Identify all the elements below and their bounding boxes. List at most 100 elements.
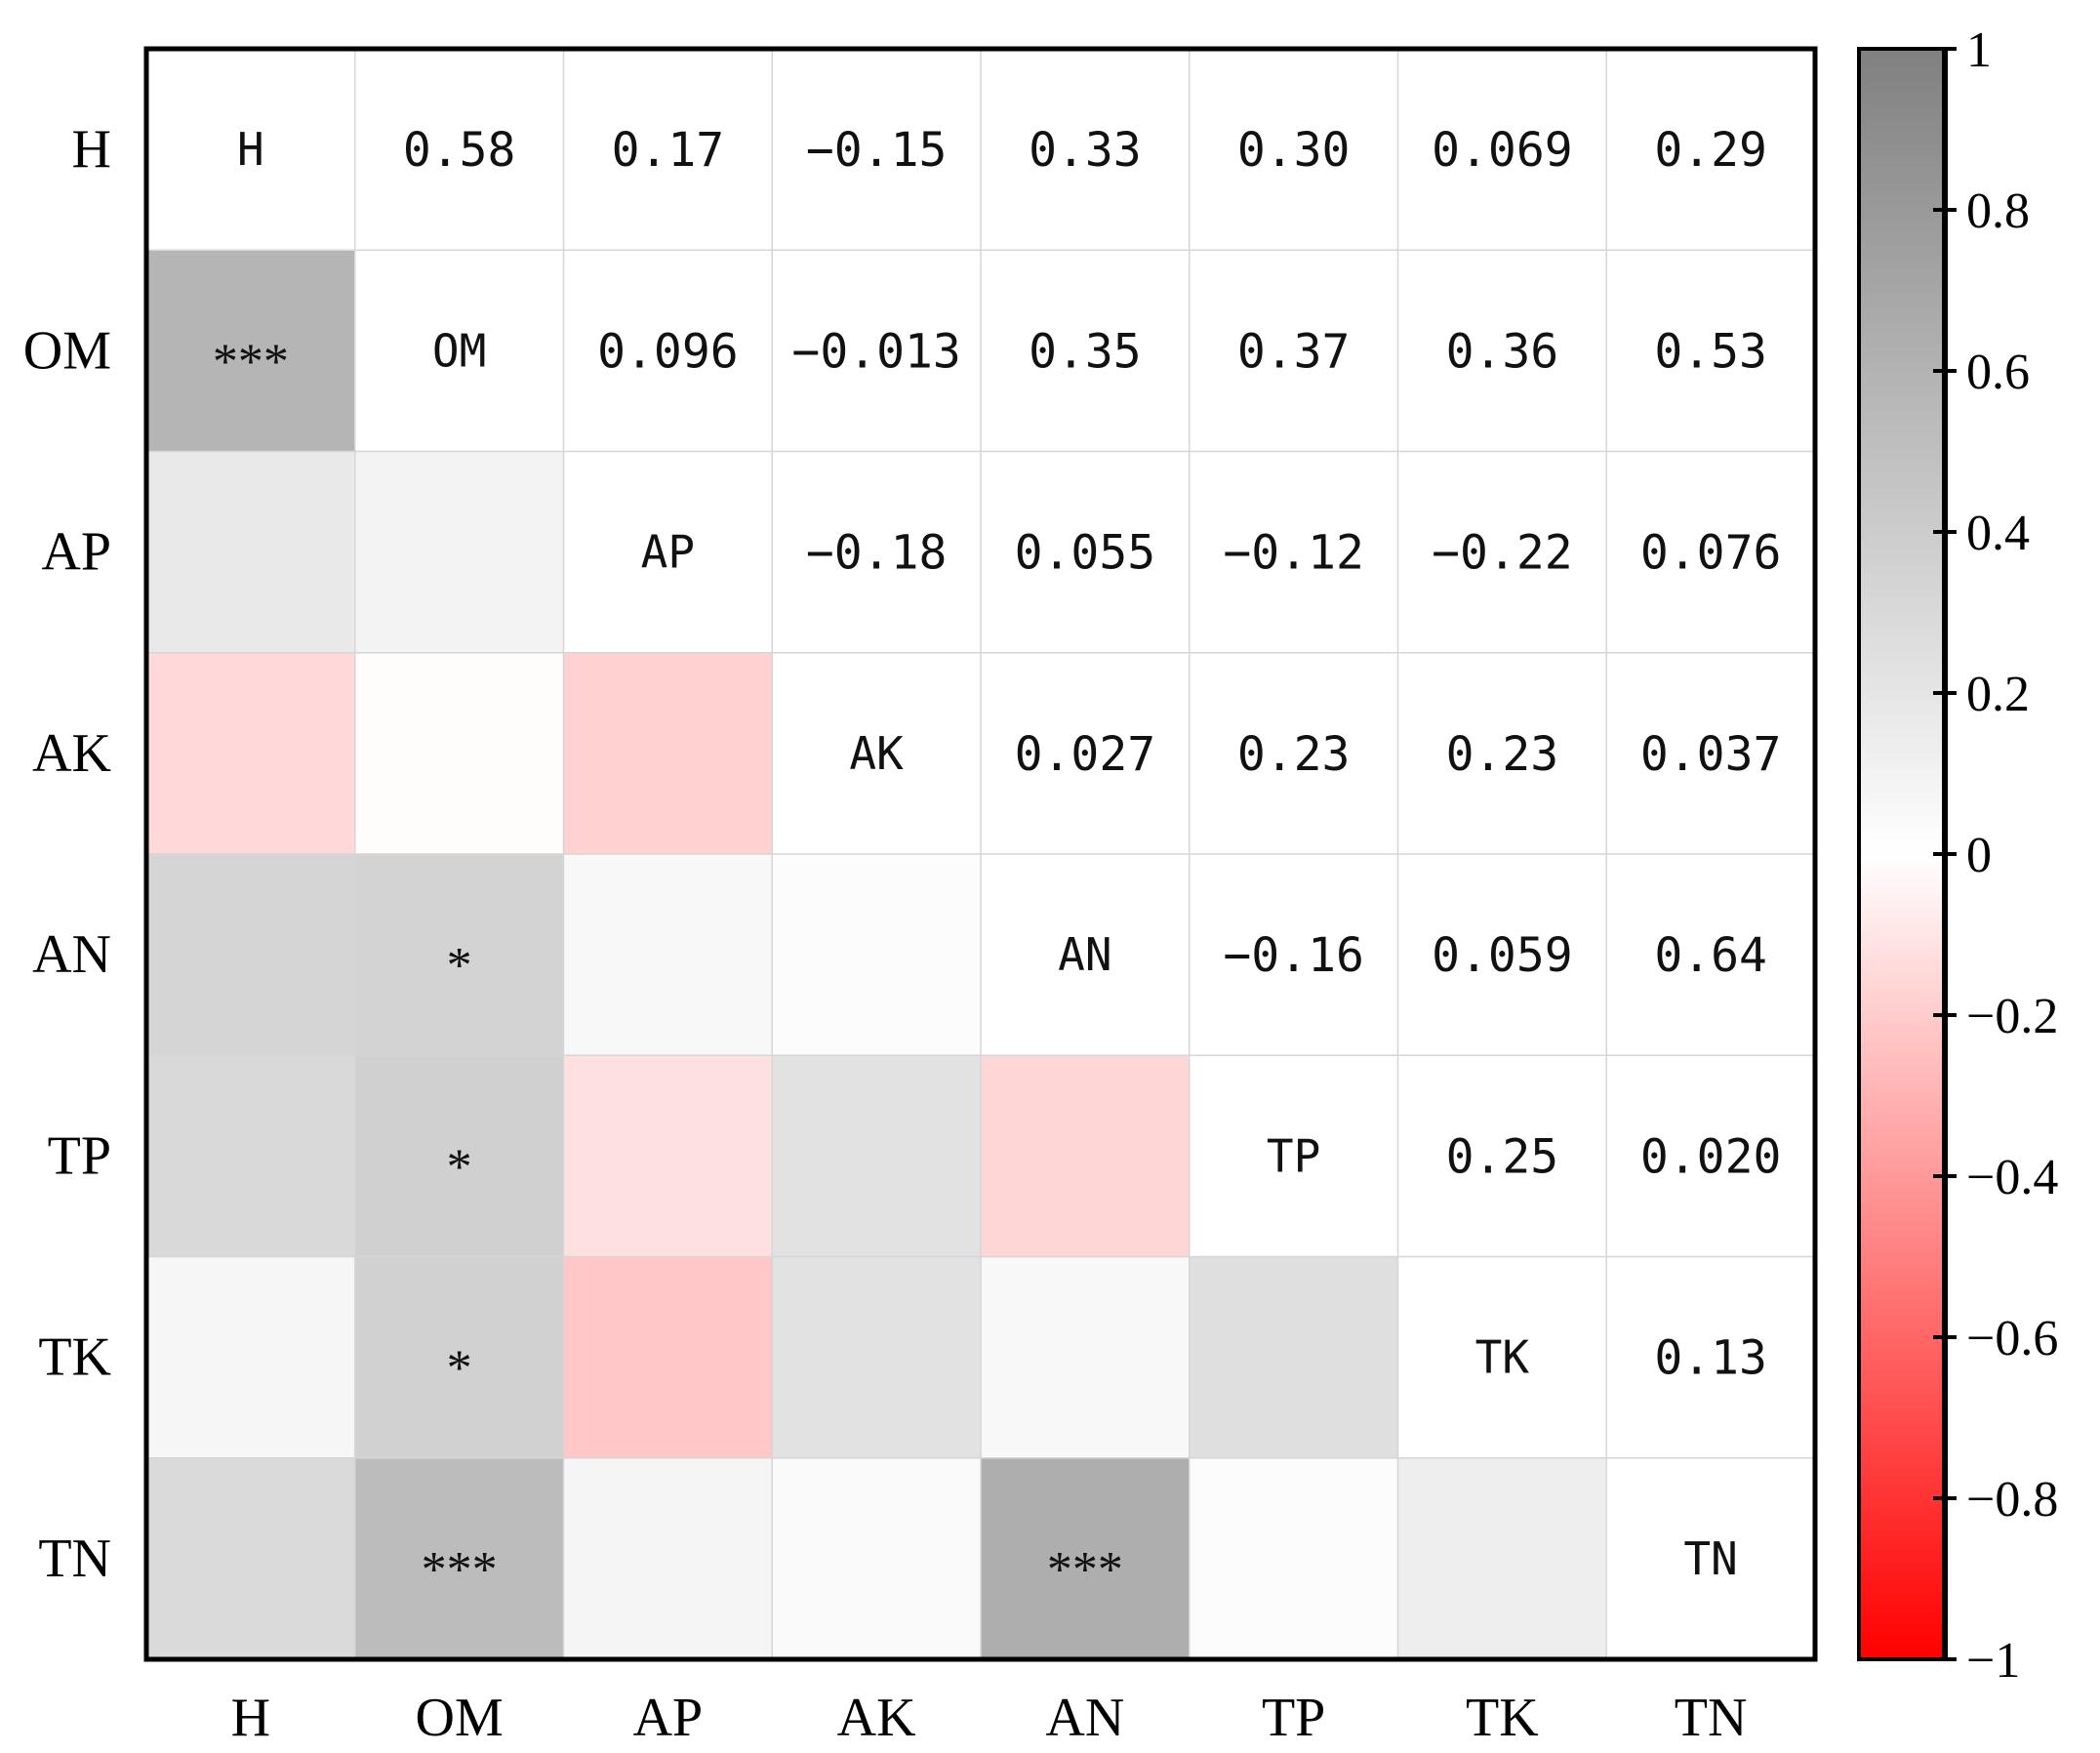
heatmap-cell-TN-TK [1397, 1457, 1607, 1659]
correlation-value-AP-TK: −0.22 [1432, 526, 1573, 581]
heatmap-cell-AN-TN [1606, 854, 1815, 1056]
heatmap-cell-OM-TP [1189, 250, 1398, 452]
heatmap-cell-TK-TK [1397, 1256, 1607, 1458]
heatmap-cell-TN-H [146, 1457, 355, 1659]
correlation-value-TP-TK: 0.25 [1446, 1129, 1559, 1184]
heatmap-cell-AN-AP [563, 854, 773, 1056]
correlation-value-H-AK: −0.15 [806, 123, 948, 178]
heatmap-cell-H-OM [354, 49, 564, 251]
heatmap-cell-OM-TN [1606, 250, 1815, 452]
heatmap-cell-TN-TN [1606, 1457, 1815, 1659]
row-label-AN: AN [32, 924, 111, 985]
column-label-TP: TP [1262, 1688, 1325, 1748]
heatmap-cell-H-TK [1397, 49, 1607, 251]
row-label-TK: TK [38, 1327, 111, 1388]
column-labels: H OM AP AK AN TP TK TN [231, 1688, 1748, 1748]
heatmap-cell-OM-TK [1397, 250, 1607, 452]
correlation-value-OM-TK: 0.36 [1446, 324, 1559, 379]
correlation-value-H-TK: 0.069 [1432, 123, 1573, 178]
heatmap-cell-TK-AP [563, 1256, 773, 1458]
heatmap-cell-TN-TP [1189, 1457, 1398, 1659]
heatmap-cell-H-H [146, 49, 355, 251]
significance-mark-TP-OM: * [447, 1139, 472, 1195]
column-label-TK: TK [1466, 1688, 1539, 1748]
correlation-value-AK-TN: 0.037 [1640, 727, 1782, 782]
heatmap-cell-AP-OM [354, 451, 564, 653]
colorbar-tick-label: −0.2 [1966, 989, 2058, 1044]
colorbar-tick-label: −1 [1966, 1633, 2020, 1689]
correlation-value-AN-TN: 0.64 [1654, 928, 1767, 983]
column-label-AN: AN [1045, 1688, 1124, 1748]
diagonal-label-TK: TK [1475, 1331, 1530, 1384]
row-labels: H OM AP AK AN TP TK TN [23, 119, 111, 1589]
heatmap-cell-AK-H [146, 652, 355, 854]
correlation-value-TK-TN: 0.13 [1654, 1331, 1767, 1386]
heatmap-cell-TK-AK [772, 1256, 981, 1458]
significance-mark-TN-OM: *** [422, 1542, 498, 1598]
row-label-TP: TP [48, 1125, 111, 1186]
correlation-value-H-OM: 0.58 [403, 123, 516, 178]
row-label-OM: OM [23, 320, 111, 381]
significance-mark-TK-OM: * [447, 1341, 472, 1397]
colorbar-tick-label: −0.6 [1966, 1311, 2058, 1366]
colorbar-tick-label: 0 [1966, 828, 1992, 883]
heatmap-cell-TP-H [146, 1055, 355, 1257]
correlation-value-AN-TK: 0.059 [1432, 928, 1573, 983]
correlation-value-OM-AN: 0.35 [1029, 324, 1142, 379]
correlation-value-AP-TP: −0.12 [1223, 526, 1364, 581]
heatmap-cell-TP-AN [981, 1055, 1190, 1257]
diagonal-label-H: H [237, 123, 264, 176]
heatmap-cell-AN-OM [354, 854, 564, 1056]
correlation-value-OM-TP: 0.37 [1237, 324, 1351, 379]
diagonal-label-TN: TN [1683, 1532, 1737, 1585]
heatmap-cell-H-AK [772, 49, 981, 251]
heatmap-cell-H-AN [981, 49, 1190, 251]
heatmap-cell-AK-OM [354, 652, 564, 854]
plot-frame [143, 46, 1818, 1662]
heatmap-cell-TN-AN [981, 1457, 1190, 1659]
heatmap-cell-TK-TP [1189, 1256, 1398, 1458]
heatmap-cell-AP-TP [1189, 451, 1398, 653]
colorbar-tick-label: 0.8 [1966, 183, 2030, 239]
column-label-OM: OM [416, 1688, 504, 1748]
heatmap-cell-TN-AK [772, 1457, 981, 1659]
heatmap-cell-OM-OM [354, 250, 564, 452]
correlation-value-AK-TP: 0.23 [1237, 727, 1351, 782]
heatmap-cell-TP-TK [1397, 1055, 1607, 1257]
heatmap-cell-TN-AP [563, 1457, 773, 1659]
row-label-H: H [72, 119, 111, 180]
heatmap-cell-TP-OM [354, 1055, 564, 1257]
heatmap-cell-AP-H [146, 451, 355, 653]
heatmap-cell-OM-H [146, 250, 355, 452]
heatmap-cell-TP-TP [1189, 1055, 1398, 1257]
correlation-value-OM-TN: 0.53 [1654, 324, 1767, 379]
correlation-value-OM-AP: 0.096 [597, 324, 739, 379]
significance-mark-TN-AN: *** [1047, 1542, 1123, 1598]
heatmap-cell-TN-OM [354, 1457, 564, 1659]
heatmap-cell-AP-TK [1397, 451, 1607, 653]
heatmap-cell-H-TP [1189, 49, 1398, 251]
correlation-value-H-AP: 0.17 [612, 123, 725, 178]
heatmap-cell-AP-AN [981, 451, 1190, 653]
significance-mark-OM-H: *** [213, 334, 289, 389]
heatmap-cell-AK-TK [1397, 652, 1607, 854]
colorbar-tick-label: 0.2 [1966, 667, 2030, 722]
correlation-value-AP-AK: −0.18 [806, 526, 948, 581]
heatmap-cell-OM-AK [772, 250, 981, 452]
heatmap-cell-H-AP [563, 49, 773, 251]
correlation-value-AP-AN: 0.055 [1015, 526, 1156, 581]
column-label-AK: AK [837, 1688, 916, 1748]
significance-mark-AN-OM: * [447, 938, 472, 994]
column-label-TN: TN [1675, 1688, 1748, 1748]
colorbar-tick-label: 0.4 [1966, 506, 2030, 561]
row-label-AP: AP [41, 522, 111, 583]
heatmap-cell-TP-AK [772, 1055, 981, 1257]
correlation-value-AP-TN: 0.076 [1640, 526, 1782, 581]
correlation-value-AN-TP: −0.16 [1223, 928, 1364, 983]
heatmap-cell-AN-H [146, 854, 355, 1056]
heatmap-cell-OM-AN [981, 250, 1190, 452]
heatmap-gridlines [146, 49, 1815, 1659]
correlation-value-OM-AK: −0.013 [791, 324, 960, 379]
correlation-value-TP-TN: 0.020 [1640, 1129, 1782, 1184]
